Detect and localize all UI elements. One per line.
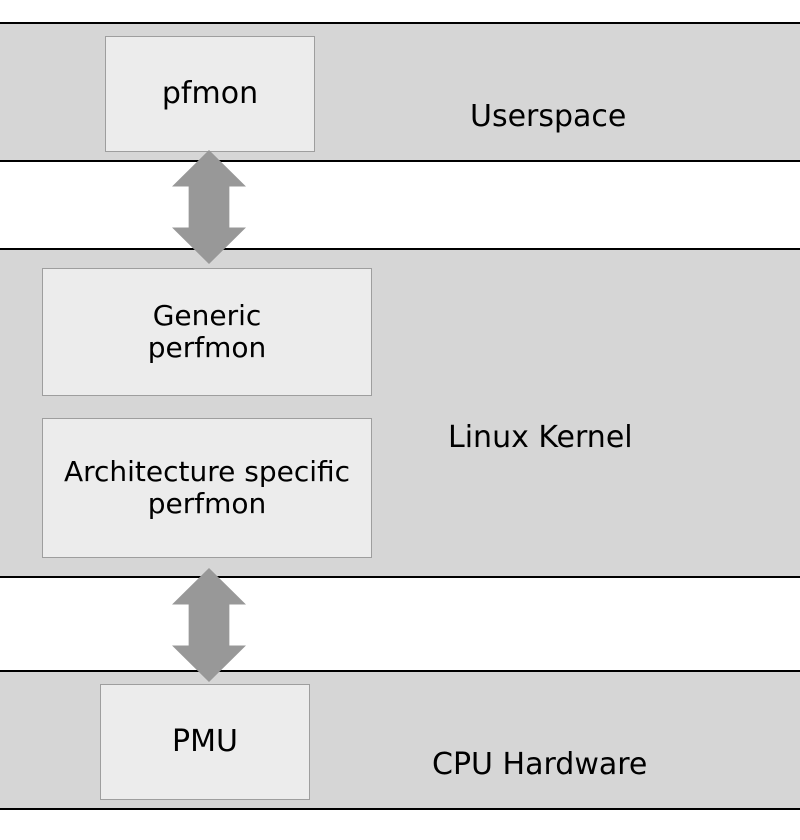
layer-kernel: Linux Kernel Genericperfmon Architecture s… bbox=[0, 248, 800, 578]
layer-hardware: CPU Hardware PMU bbox=[0, 670, 800, 810]
layer-label-userspace: Userspace bbox=[470, 99, 626, 134]
diagram-canvas: Userspace pfmon Linux Kernel Genericperfmon… bbox=[0, 0, 800, 840]
layer-label-kernel: Linux Kernel bbox=[448, 420, 633, 455]
box-pfmon: pfmon bbox=[105, 36, 315, 152]
box-pmu: PMU bbox=[100, 684, 310, 800]
layer-label-hardware: CPU Hardware bbox=[432, 747, 647, 782]
arrow_kernel_hw-icon bbox=[172, 568, 246, 682]
box-generic_perfmon: Genericperfmon bbox=[42, 268, 372, 396]
layer-userspace: Userspace pfmon bbox=[0, 22, 800, 162]
arrow_user_kernel-icon bbox=[172, 150, 246, 264]
box-arch_perfmon: Architecture specificperfmon bbox=[42, 418, 372, 558]
